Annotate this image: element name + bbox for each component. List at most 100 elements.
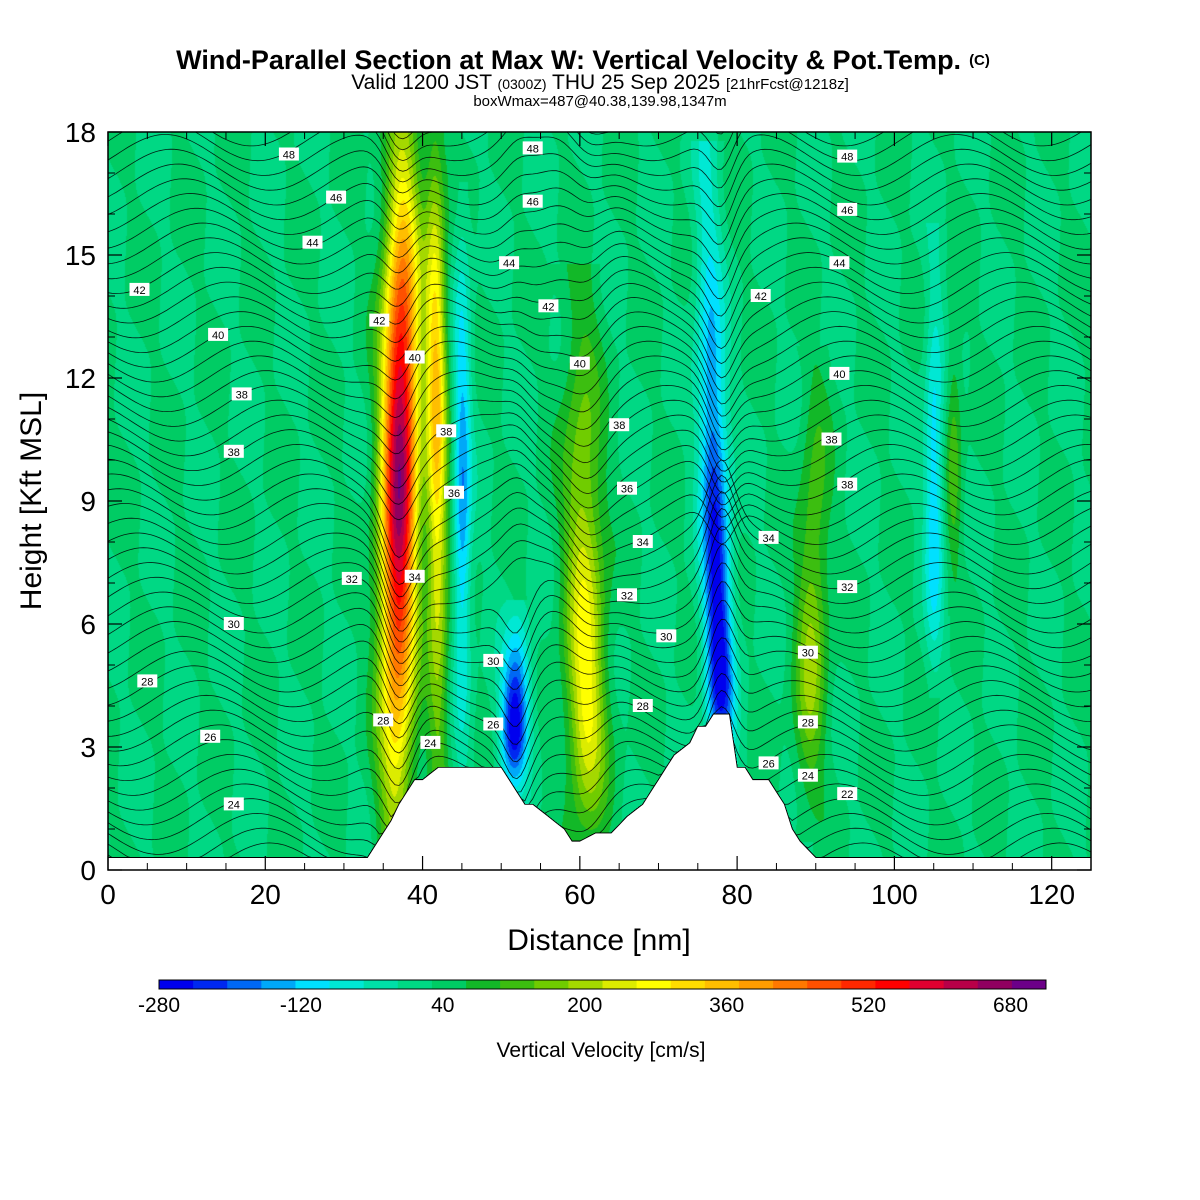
- chart-subtitle: Valid 1200 JST (0300Z) THU 25 Sep 2025 […: [351, 71, 849, 94]
- theta-contour-line: [108, 713, 1091, 805]
- colorbar-swatch: [909, 980, 945, 989]
- theta-label-box: [829, 256, 850, 270]
- colorbar-swatch: [773, 980, 808, 989]
- theta-label: 48: [837, 149, 858, 164]
- colorbar-swatch: [397, 980, 433, 989]
- theta-label-text: 38: [841, 480, 853, 492]
- theta-contour-line: [108, 689, 1091, 793]
- theta-label: 40: [829, 366, 850, 381]
- theta-label-box: [758, 530, 779, 544]
- terrain: [107, 713, 1092, 871]
- theta-label: 46: [522, 194, 543, 209]
- theta-label-text: 24: [424, 738, 436, 750]
- theta-label: 48: [522, 141, 543, 155]
- theta-label-box: [837, 787, 858, 801]
- y-tick-label: 15: [65, 240, 96, 271]
- x-axis-tick-labels: 0 20 40 60 80 100 120: [100, 879, 1075, 910]
- theta-label-text: 36: [621, 484, 633, 496]
- theta-label: 26: [483, 717, 504, 732]
- theta-label-text: 42: [542, 301, 554, 313]
- theta-label: 42: [369, 313, 390, 328]
- y-tick-label: 6: [80, 609, 96, 640]
- theta-label-text: 34: [409, 572, 421, 584]
- theta-label-box: [797, 645, 818, 659]
- theta-contour-line: [108, 459, 1091, 610]
- theta-label-text: 38: [228, 447, 240, 459]
- theta-label: 28: [632, 699, 653, 713]
- theta-label-text: 34: [637, 537, 649, 549]
- theta-label-box: [444, 485, 464, 499]
- colorbar-swatch: [807, 980, 842, 989]
- theta-contour-line: [108, 525, 1091, 654]
- theta-label-text: 38: [440, 426, 452, 438]
- theta-contour-line: [108, 713, 1091, 828]
- theta-label-text: 32: [841, 582, 853, 594]
- theta-label: 40: [404, 350, 425, 365]
- theta-label: 30: [223, 617, 244, 631]
- theta-label: 42: [129, 282, 150, 297]
- theta-label-box: [278, 147, 299, 161]
- colorbar-swatch: [466, 980, 501, 989]
- theta-label: 28: [137, 674, 158, 688]
- theta-contour-line: [108, 325, 1091, 405]
- theta-label: 30: [656, 629, 677, 643]
- theta-label-box: [797, 768, 818, 782]
- theta-label-box: [404, 350, 425, 364]
- theta-contour-line: [108, 207, 1091, 282]
- theta-label-box: [837, 149, 858, 163]
- colorbar-swatch: [738, 980, 774, 989]
- theta-label: 34: [758, 530, 779, 545]
- theta-label-box: [326, 190, 347, 204]
- theta-contour-line: [387, 132, 725, 151]
- theta-contour-line: [108, 134, 1091, 189]
- theta-label-box: [483, 653, 504, 667]
- theta-label-box: [223, 797, 244, 811]
- y-tick-label: 3: [80, 732, 96, 763]
- theta-contour-line: [108, 492, 1091, 598]
- theta-label-text: 28: [637, 701, 649, 713]
- theta-label-box: [223, 617, 244, 630]
- theta-contour-line: [108, 222, 1091, 300]
- theta-label-box: [758, 756, 779, 770]
- colorbar-swatch: [636, 980, 672, 989]
- theta-label-text: 48: [527, 143, 539, 155]
- colorbar-swatch: [159, 980, 194, 989]
- theta-label-box: [617, 588, 637, 602]
- theta-label-text: 24: [228, 799, 240, 811]
- theta-label-text: 48: [841, 152, 853, 164]
- theta-contour-line: [108, 266, 1091, 350]
- theta-label-text: 40: [833, 369, 845, 381]
- theta-label-text: 38: [825, 435, 837, 447]
- theta-label-box: [538, 299, 559, 313]
- box-info: boxWmax=487@40.38,139.98,1347m: [473, 93, 726, 110]
- theta-label-box: [656, 629, 677, 643]
- theta-label: 36: [617, 481, 637, 496]
- theta-contour-line: [211, 132, 1082, 162]
- theta-contour-line: [108, 112, 1091, 116]
- theta-label: 30: [797, 645, 818, 660]
- theta-label-box: [632, 699, 653, 712]
- colorbar-swatch: [1011, 980, 1047, 989]
- theta-contour-line: [108, 474, 1091, 621]
- theta-label-box: [569, 356, 590, 370]
- theta-label: 44: [829, 256, 850, 270]
- theta-contour-line: [108, 296, 1091, 379]
- theta-label: 38: [609, 418, 630, 432]
- theta-label-box: [129, 282, 150, 296]
- theta-label: 38: [821, 432, 842, 447]
- theta-label-box: [223, 444, 244, 458]
- theta-label: 34: [632, 535, 653, 549]
- theta-label-text: 46: [841, 205, 853, 217]
- theta-contour-line: [108, 637, 1091, 745]
- plot-area: 48 46 44 42 40 38 38 30 28 26 24 42 40 38 36 34 32 30 28 26…: [107, 112, 1092, 871]
- theta-label-box: [208, 327, 229, 341]
- x-tick-label: 20: [250, 879, 281, 910]
- theta-label: 34: [404, 569, 425, 584]
- theta-contour-line: [108, 581, 1091, 690]
- theta-label: 24: [420, 735, 441, 750]
- theta-label: 32: [837, 580, 858, 594]
- theta-contour-line: [108, 340, 1091, 417]
- theta-contour-line: [108, 543, 1091, 664]
- colorbar-swatch: [500, 980, 535, 989]
